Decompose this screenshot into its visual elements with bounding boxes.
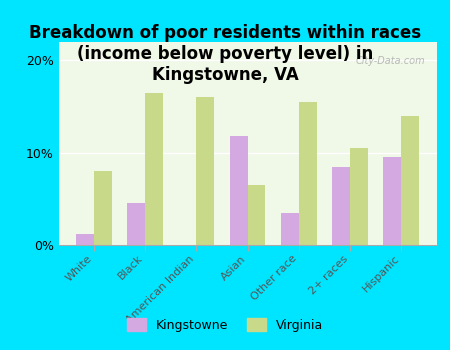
Bar [94,171,112,245]
Bar [127,203,145,245]
Bar [281,213,299,245]
Legend: Kingstowne, Virginia: Kingstowne, Virginia [122,313,328,337]
Text: City-Data.com: City-Data.com [356,56,425,66]
Bar [350,148,368,245]
Bar [76,234,94,245]
Bar [248,185,266,245]
Bar [332,167,350,245]
Bar [383,158,401,245]
Bar [299,102,317,245]
Bar [145,93,163,245]
Bar [196,97,214,245]
Text: Breakdown of poor residents within races
(income below poverty level) in
Kingsto: Breakdown of poor residents within races… [29,25,421,84]
Bar [230,136,248,245]
Bar [401,116,419,245]
